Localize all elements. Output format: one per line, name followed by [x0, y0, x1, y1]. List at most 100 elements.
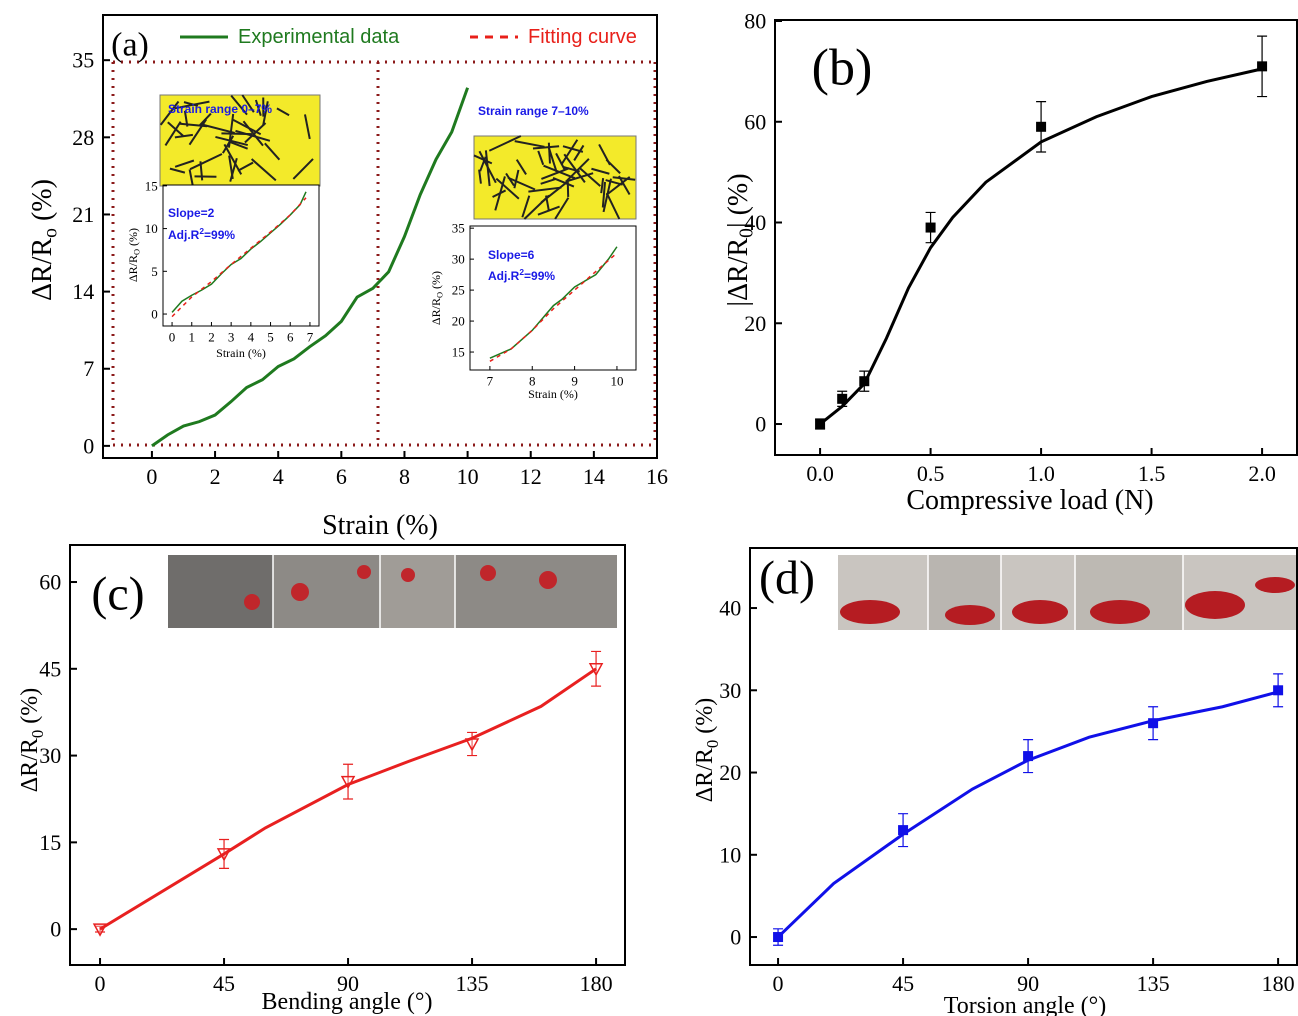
- label-part: Slope=6: [488, 248, 535, 262]
- point: [1257, 61, 1268, 72]
- y-tick-label: 40: [719, 596, 741, 621]
- fiber: [188, 169, 194, 187]
- y-tick-label: 14: [72, 279, 94, 304]
- annotation: Adj.R2=99%: [168, 226, 235, 242]
- y-tick-label: 25: [452, 283, 465, 298]
- label-part: O: [132, 249, 141, 255]
- photo-strip: [168, 555, 617, 628]
- panel-tag: (d): [759, 552, 815, 605]
- y-tick-label: 28: [72, 125, 94, 150]
- y-tick-label: 60: [744, 109, 766, 134]
- y-axis-label: ΔR/RO (%): [126, 228, 141, 282]
- x-axis-label: Strain (%): [322, 510, 438, 541]
- fiber: [221, 132, 253, 136]
- y-tick-label: 0: [730, 925, 741, 950]
- fiber: [237, 161, 254, 172]
- error-bar: [591, 650, 602, 687]
- x-tick-label: 1.0: [1027, 461, 1055, 486]
- label-part: (%): [27, 179, 58, 228]
- annotation: Slope=6: [488, 248, 535, 262]
- fiber: [495, 177, 520, 200]
- fiber: [618, 175, 631, 196]
- label-part: Strain range 7–10%: [478, 104, 589, 118]
- x-tick-label: 180: [1262, 971, 1295, 996]
- label-part: 2: [519, 267, 524, 277]
- y-tick-label: 30: [39, 743, 61, 768]
- fiber: [537, 150, 545, 166]
- y-tick-label: 45: [39, 656, 61, 681]
- y-tick-label: 0: [151, 307, 158, 322]
- label-part: ΔR/R: [429, 298, 443, 325]
- x-tick-label: 9: [571, 374, 578, 389]
- fiber: [235, 129, 271, 142]
- label-part: ΔR/R: [17, 738, 43, 792]
- panel-tag: (c): [91, 568, 144, 621]
- fiber: [159, 100, 180, 126]
- x-tick-label: 0: [773, 971, 784, 996]
- x-tick-label: 8: [529, 374, 536, 389]
- fiber: [545, 195, 550, 212]
- x-tick-label: 3: [228, 330, 235, 345]
- point: [1023, 751, 1034, 762]
- x-tick-label: 0.5: [917, 461, 945, 486]
- fiber: [605, 176, 631, 196]
- x-axis-label: Bending angle (°): [262, 989, 433, 1015]
- fiber: [514, 140, 545, 148]
- fiber: [292, 158, 314, 180]
- label-part: =99%: [524, 269, 555, 283]
- label-part: (%): [126, 228, 140, 249]
- fiber: [600, 177, 605, 194]
- x-tick-label: 4: [248, 330, 255, 345]
- y-tick-label: 80: [744, 9, 766, 34]
- label-part: (%): [692, 698, 718, 740]
- x-tick-label: 8: [399, 464, 410, 489]
- fiber: [230, 94, 248, 116]
- fiber: [179, 122, 208, 128]
- point: [837, 393, 848, 404]
- point: [898, 825, 909, 836]
- x-tick-label: 1: [189, 330, 196, 345]
- fiber-image: [159, 94, 321, 187]
- y-tick-label: 20: [744, 311, 766, 336]
- fiber: [563, 153, 586, 183]
- data-line: [819, 67, 1263, 426]
- fiber: [303, 114, 311, 140]
- x-tick-label: 6: [287, 330, 294, 345]
- label-part: (%): [429, 271, 443, 292]
- label-part: |ΔR/R: [723, 237, 754, 306]
- fiber: [562, 145, 584, 153]
- x-tick-label: 2.0: [1248, 461, 1276, 486]
- fiber: [169, 167, 186, 174]
- label-part: Slope=2: [168, 206, 215, 220]
- x-axis-label: Strain (%): [216, 346, 266, 360]
- x-tick-label: 0: [95, 971, 106, 996]
- fiber: [528, 186, 562, 193]
- fiber: [183, 101, 199, 107]
- fiber: [573, 144, 585, 161]
- fiber: [494, 176, 506, 211]
- fiber: [223, 143, 243, 175]
- x-tick-label: 5: [267, 330, 274, 345]
- label-part: Strain (%): [322, 510, 438, 541]
- photo-strip: [838, 555, 1298, 630]
- fiber: [521, 195, 531, 218]
- fiber: [188, 118, 208, 146]
- fiber: [507, 176, 536, 191]
- y-tick-label: 0: [50, 917, 61, 942]
- x-tick-label: 10: [610, 374, 623, 389]
- x-tick-label: 45: [213, 971, 235, 996]
- label-part: Adj.R: [168, 228, 200, 242]
- label-part: 0: [736, 228, 757, 238]
- fiber: [601, 181, 607, 208]
- x-tick-label: 0: [169, 330, 176, 345]
- label-part: Torsion angle (°): [944, 993, 1107, 1016]
- label-part: 0: [703, 740, 722, 748]
- x-axis-label: Torsion angle (°): [944, 993, 1107, 1016]
- legend-label: Fitting curve: [528, 26, 637, 48]
- fiber: [222, 135, 235, 154]
- y-tick-label: 15: [39, 830, 61, 855]
- fiber: [244, 122, 267, 144]
- x-tick-label: 0: [146, 464, 157, 489]
- y-tick-label: 35: [452, 221, 465, 236]
- y-tick-label: 35: [72, 48, 94, 73]
